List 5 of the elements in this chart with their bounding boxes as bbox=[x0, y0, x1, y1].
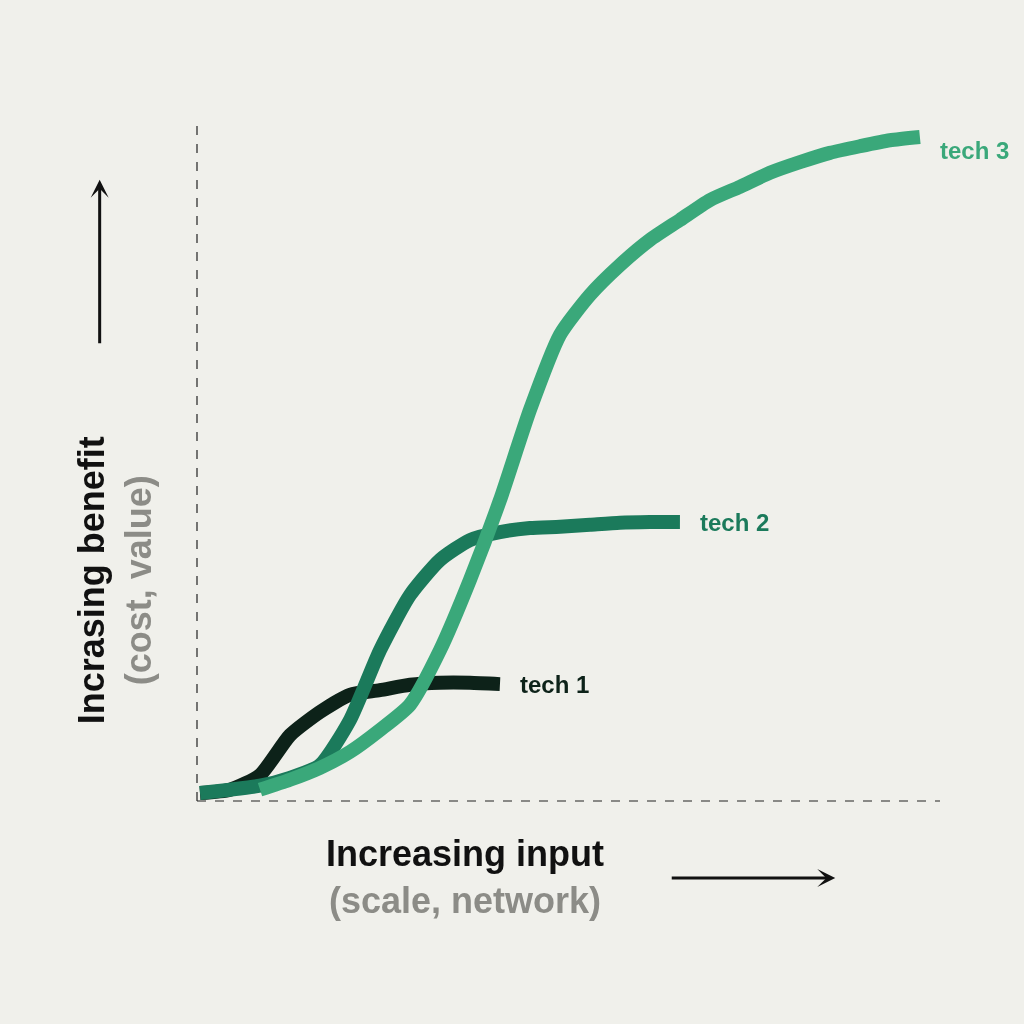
series-label: tech 2 bbox=[700, 509, 770, 536]
y-axis-title: Incrasing benefit (cost, value) bbox=[71, 436, 160, 725]
series-label: tech 3 bbox=[940, 137, 1010, 164]
series-label: tech 1 bbox=[520, 671, 590, 698]
x-axis-title: Increasing input (scale, network) bbox=[326, 833, 605, 921]
